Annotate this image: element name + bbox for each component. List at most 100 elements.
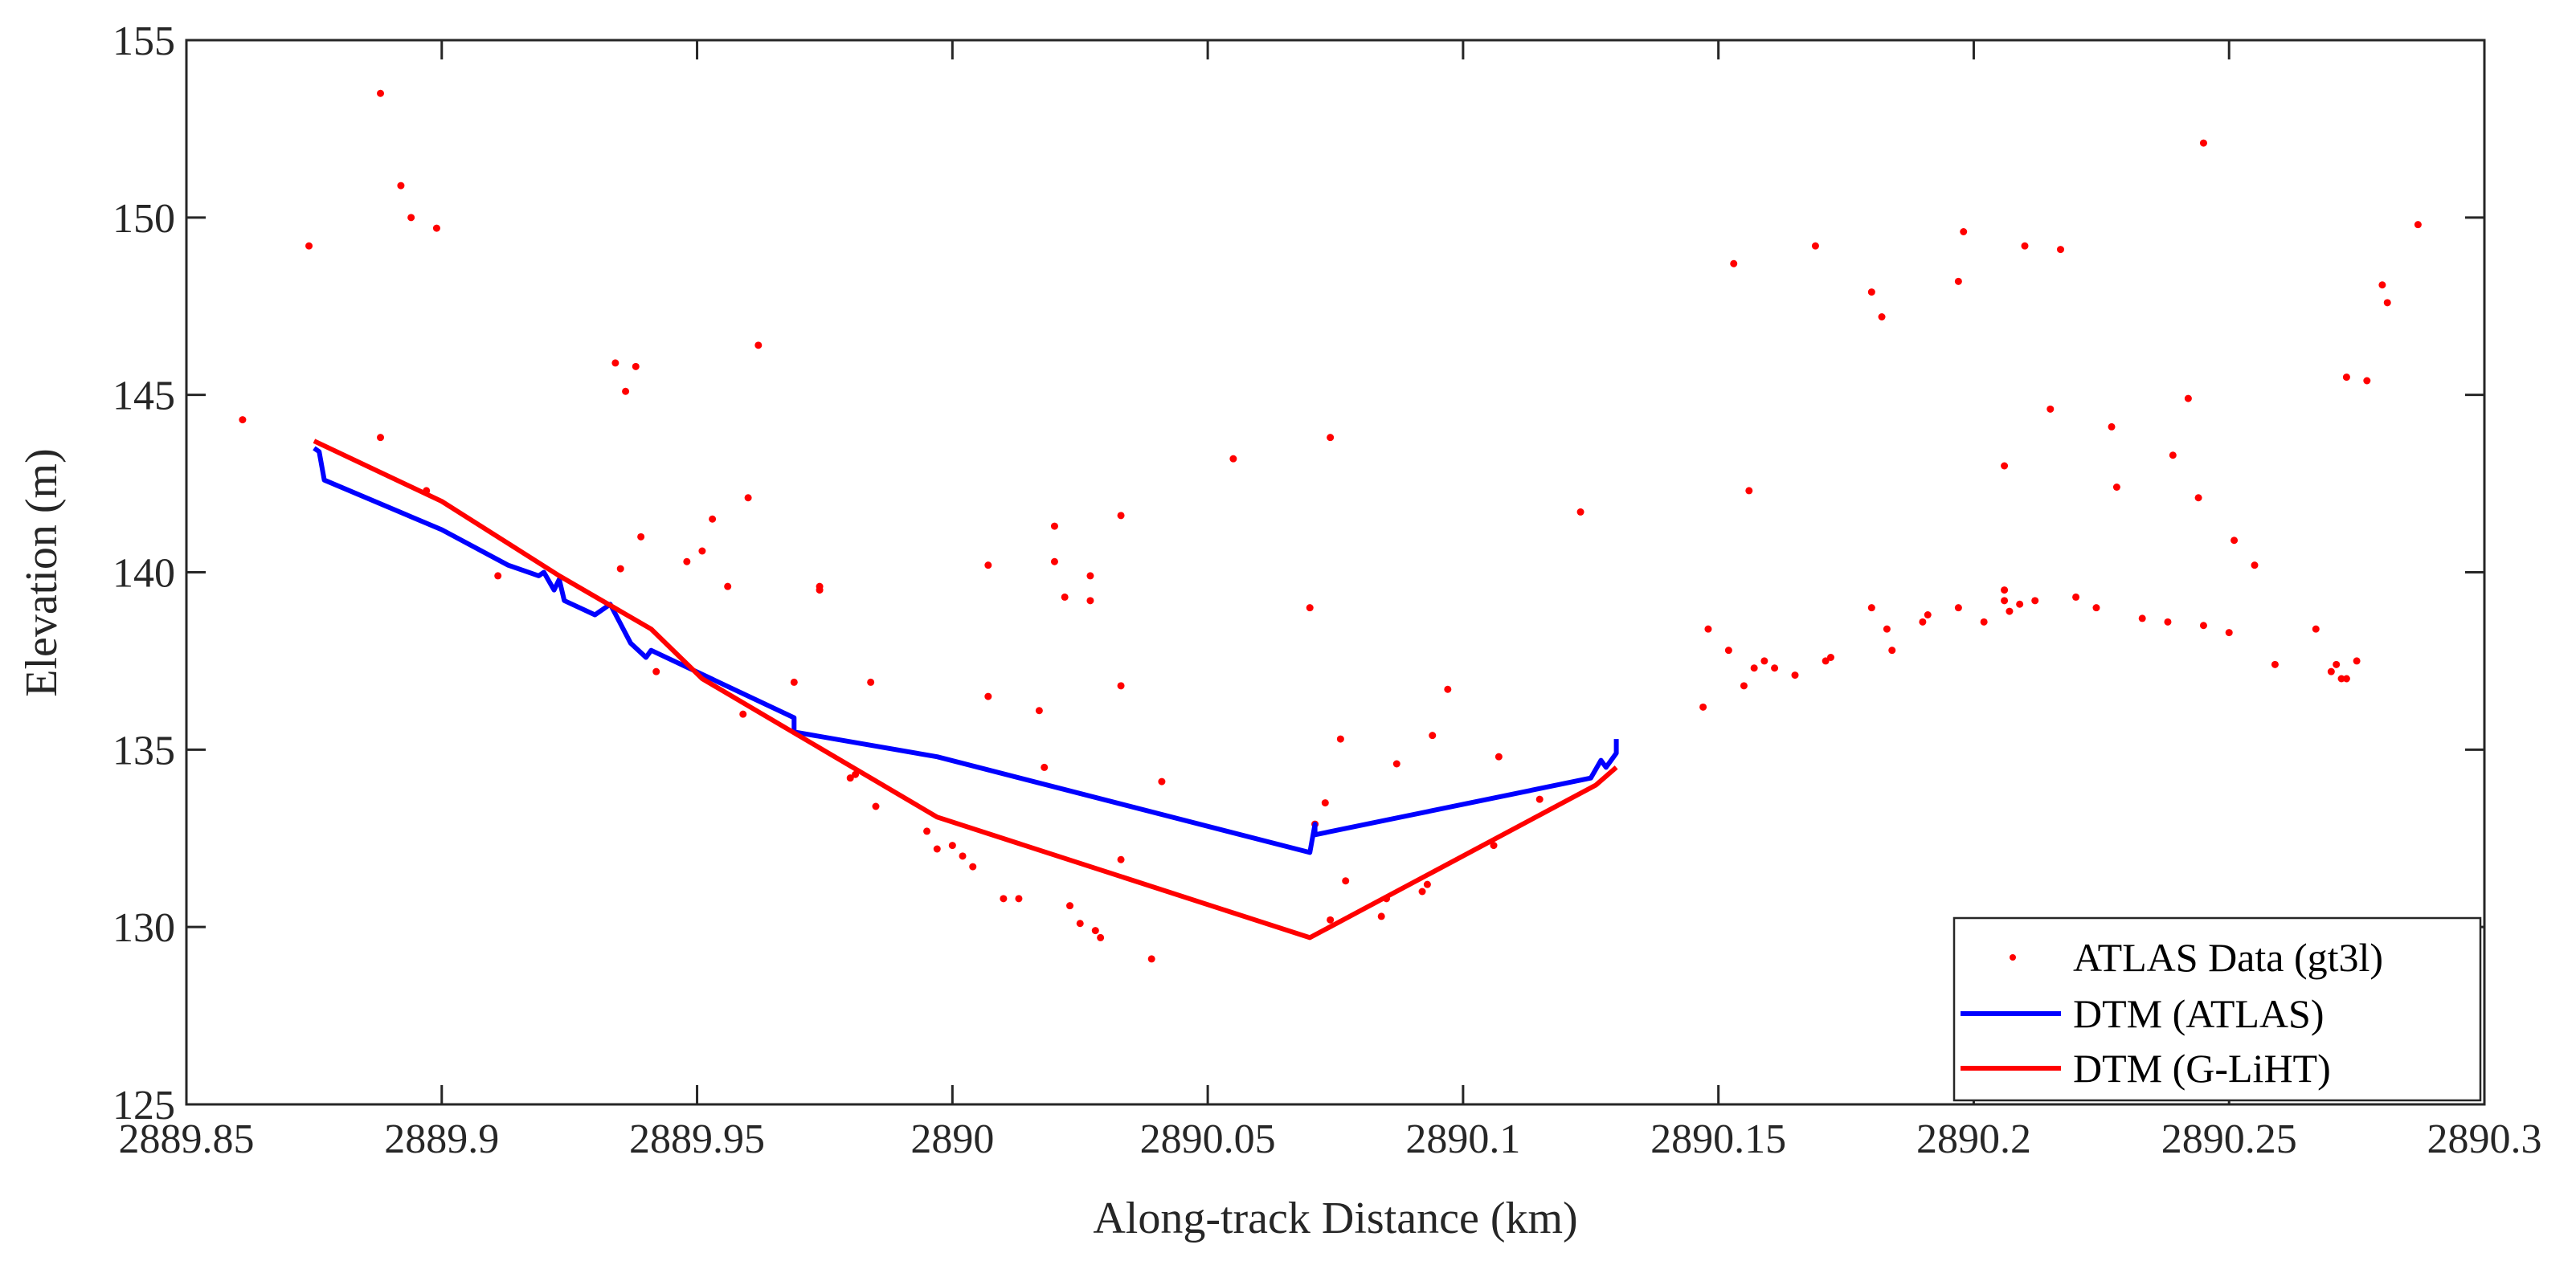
atlas-data-point — [2021, 242, 2029, 250]
atlas-data-point — [1091, 927, 1099, 935]
x-tick-label: 2889.9 — [384, 1116, 499, 1162]
atlas-data-point — [739, 710, 747, 718]
atlas-data-point — [867, 678, 875, 686]
atlas-data-point — [1826, 654, 1834, 661]
atlas-data-point — [1377, 912, 1385, 920]
atlas-data-point — [2092, 604, 2100, 612]
atlas-data-point — [2016, 600, 2024, 608]
y-tick-label: 130 — [112, 905, 175, 951]
atlas-data-point — [616, 565, 624, 573]
y-tick-label: 125 — [112, 1083, 175, 1128]
atlas-data-point — [2271, 660, 2279, 668]
atlas-data-point — [754, 341, 763, 349]
atlas-data-point — [1392, 760, 1400, 768]
atlas-data-point — [1960, 228, 1968, 235]
atlas-data-point — [2072, 593, 2080, 601]
atlas-data-point — [1878, 313, 1886, 320]
atlas-data-point — [1423, 880, 1431, 888]
atlas-data-point — [1117, 855, 1125, 863]
atlas-data-point — [1158, 777, 1166, 786]
atlas-data-point — [1919, 618, 1927, 626]
legend-marker-atlas-data — [2010, 954, 2016, 961]
atlas-data-point — [1924, 611, 1932, 618]
x-tick-label: 2890.1 — [1405, 1116, 1520, 1162]
atlas-data-point — [1117, 512, 1125, 520]
tick-layer: 2889.85 2889.9 2889.95 2890 2890.05 2890.1 289… — [112, 18, 2542, 1162]
atlas-data-point — [1050, 522, 1058, 530]
atlas-data-point — [846, 774, 854, 782]
atlas-data-point — [1429, 732, 1437, 740]
atlas-data-point — [1147, 955, 1155, 963]
x-tick-label: 2890.05 — [1140, 1116, 1276, 1162]
atlas-data-point — [1745, 487, 1753, 495]
x-tick-label: 2890.15 — [1650, 1116, 1786, 1162]
legend-label-atlas-data: ATLAS Data (gt3l) — [2073, 935, 2383, 980]
atlas-data-point — [611, 359, 619, 367]
atlas-data-point — [984, 561, 992, 569]
atlas-data-point — [1740, 682, 1748, 690]
atlas-data-point — [1822, 657, 1830, 665]
atlas-data-point — [1342, 877, 1350, 885]
atlas-data-point — [377, 434, 385, 442]
y-axis-label: Elevation (m) — [17, 448, 67, 696]
atlas-data-point — [1730, 259, 1738, 267]
atlas-data-point — [2363, 377, 2371, 385]
atlas-data-point — [1061, 593, 1069, 601]
atlas-data-point — [432, 224, 440, 232]
atlas-data-point — [969, 863, 977, 871]
scatter-layer — [239, 89, 2422, 963]
atlas-data-point — [933, 845, 941, 853]
atlas-data-point — [984, 692, 992, 700]
atlas-data-point — [1327, 916, 1335, 924]
atlas-data-point — [1321, 799, 1329, 807]
atlas-data-point — [1035, 707, 1043, 715]
atlas-data-point — [1086, 597, 1094, 605]
atlas-data-point — [1576, 508, 1584, 516]
atlas-data-point — [2112, 484, 2120, 491]
atlas-data-point — [1418, 888, 1426, 896]
atlas-data-point — [2383, 299, 2391, 307]
atlas-data-point — [1867, 288, 1875, 296]
y-tick-label: 145 — [112, 373, 175, 419]
x-tick-label: 2889.95 — [629, 1116, 765, 1162]
atlas-data-point — [1750, 664, 1758, 672]
y-tick-label: 140 — [112, 551, 175, 597]
y-tick-label: 150 — [112, 196, 175, 242]
atlas-data-point — [1327, 434, 1335, 442]
atlas-data-point — [1704, 625, 1712, 633]
atlas-data-point — [2337, 675, 2345, 683]
atlas-data-point — [1000, 895, 1008, 903]
x-tick-label: 2889.85 — [119, 1116, 255, 1162]
atlas-data-point — [1811, 242, 1819, 250]
atlas-data-point — [1336, 735, 1344, 743]
legend-label-dtm-atlas: DTM (ATLAS) — [2073, 991, 2324, 1036]
atlas-data-point — [1699, 703, 1707, 711]
atlas-data-point — [239, 416, 247, 424]
dtm-atlas-line — [313, 446, 1619, 855]
atlas-data-point — [2108, 422, 2116, 431]
atlas-data-point — [1760, 657, 1768, 665]
atlas-data-point — [683, 557, 691, 565]
atlas-data-point — [1306, 604, 1314, 612]
legend-label-dtm-gliht: DTM (G-LiHT) — [2073, 1046, 2331, 1091]
atlas-data-point — [1771, 664, 1779, 672]
atlas-data-point — [1097, 933, 1105, 941]
x-tick-label: 2890 — [910, 1116, 994, 1162]
atlas-data-point — [1888, 647, 1896, 655]
atlas-data-point — [2001, 462, 2009, 470]
x-tick-label: 2890.25 — [2161, 1116, 2297, 1162]
atlas-data-point — [1015, 895, 1023, 903]
atlas-data-point — [2378, 281, 2386, 289]
atlas-data-point — [1724, 647, 1732, 655]
atlas-data-point — [2342, 675, 2350, 683]
atlas-data-point — [1076, 920, 1084, 928]
atlas-data-point — [959, 852, 967, 860]
atlas-data-point — [637, 533, 645, 541]
atlas-data-point — [622, 387, 630, 395]
atlas-data-point — [1954, 277, 1962, 285]
atlas-data-point — [2342, 373, 2350, 382]
atlas-data-point — [1117, 682, 1125, 690]
dtm-gliht-line — [313, 439, 1618, 941]
atlas-data-point — [1954, 604, 1962, 612]
